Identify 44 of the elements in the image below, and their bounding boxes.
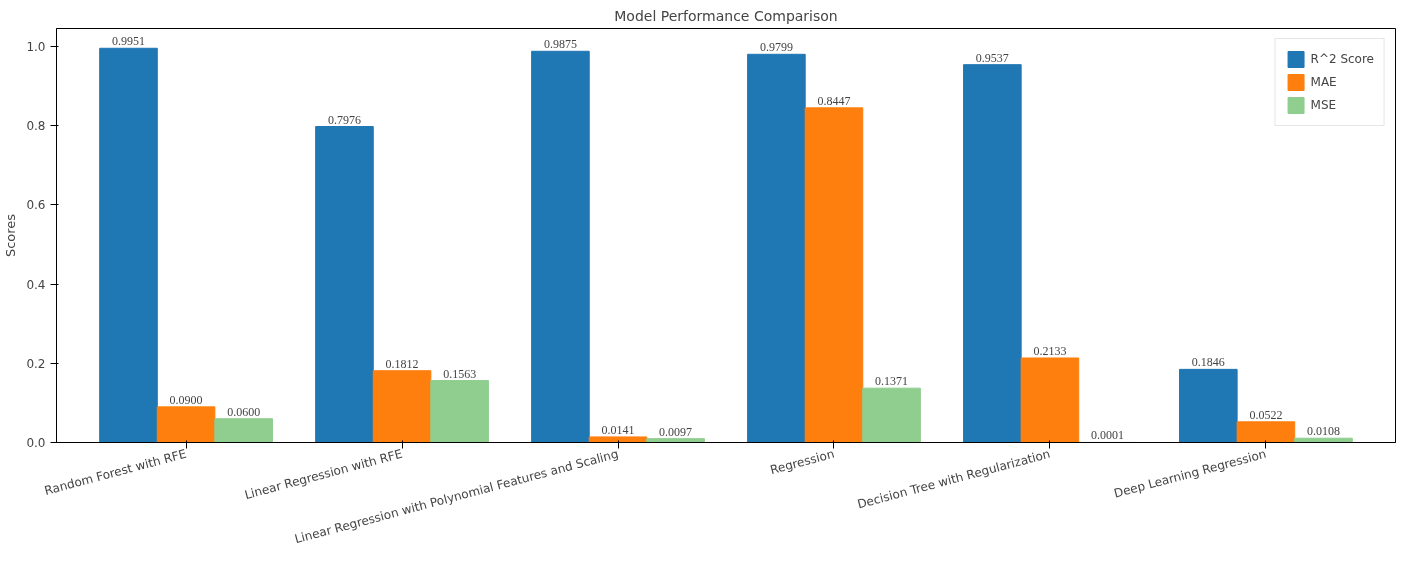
data-label: 0.0108: [1307, 424, 1341, 439]
bar: [1020, 357, 1080, 443]
chart-title: Model Performance Comparison: [614, 7, 838, 24]
data-label: 0.0600: [227, 404, 261, 419]
bar: [315, 126, 374, 443]
legend-label: R^2 Score: [1310, 52, 1374, 66]
bar: [1236, 421, 1296, 443]
bar: [156, 406, 216, 443]
data-label: 0.7976: [327, 112, 361, 127]
y-tick-label: 1.0: [26, 39, 46, 54]
bar: [804, 107, 864, 443]
data-label: 0.9951: [111, 34, 145, 49]
y-tick-label: 0.8: [26, 119, 46, 134]
bar: [862, 387, 921, 443]
data-label: 0.2133: [1033, 344, 1067, 358]
data-label: 0.1563: [443, 366, 477, 381]
y-tick-label: 0.4: [26, 277, 46, 292]
legend-label: MAE: [1310, 75, 1337, 89]
bar: [430, 380, 489, 443]
data-label: 0.0522: [1249, 407, 1283, 422]
bar: [531, 50, 590, 443]
bar: [372, 370, 432, 443]
data-label: 0.8447: [817, 93, 851, 108]
data-label: 0.9537: [975, 50, 1009, 65]
data-label: 0.0001: [1091, 428, 1125, 443]
bar: [99, 47, 158, 443]
bar: [588, 436, 648, 443]
bar: [747, 53, 806, 443]
legend-label: MSE: [1310, 98, 1337, 112]
data-label: 0.1846: [1191, 355, 1225, 370]
y-axis-title: Scores: [3, 213, 19, 258]
bar: [963, 64, 1022, 443]
data-label: 0.9799: [759, 40, 793, 55]
y-tick-label: 0.6: [26, 198, 46, 213]
data-label: 0.0097: [659, 424, 693, 439]
data-label: 0.1371: [875, 374, 909, 389]
data-label: 0.1812: [385, 356, 419, 371]
bar: [214, 418, 273, 443]
data-label: 0.0900: [169, 392, 203, 407]
data-label: 0.0141: [601, 422, 635, 437]
data-label: 0.9875: [543, 37, 577, 52]
y-tick-label: 0.2: [26, 356, 46, 371]
bar: [646, 438, 705, 443]
bar: [1179, 368, 1238, 443]
